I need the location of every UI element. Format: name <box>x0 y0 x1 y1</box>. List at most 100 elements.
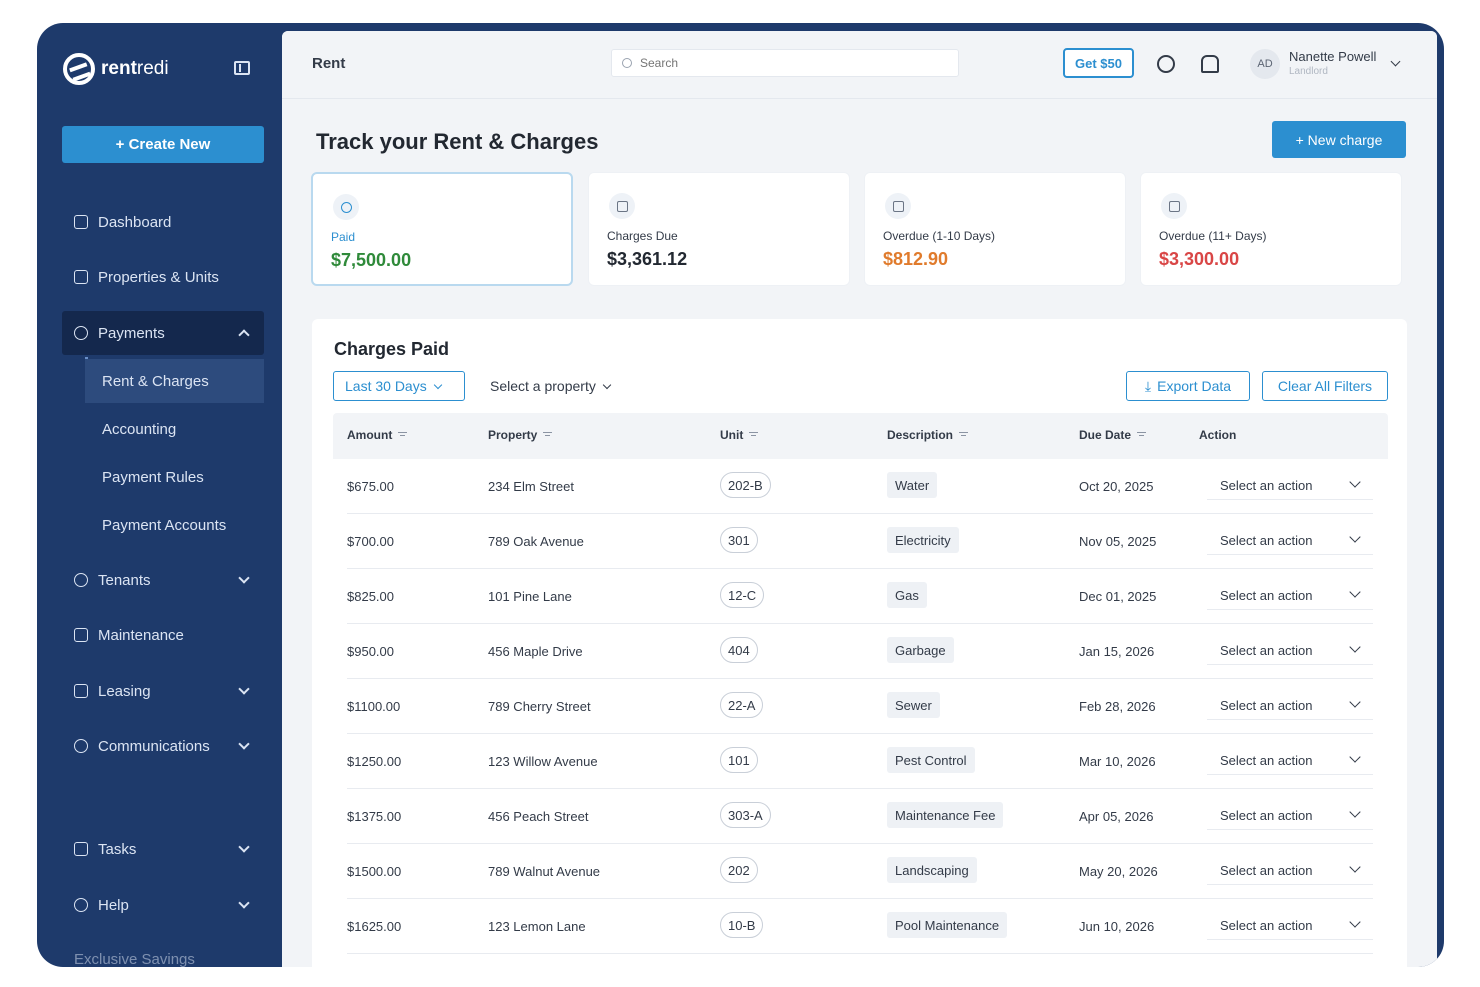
amount-cell: $825.00 <box>347 589 394 604</box>
sidebar-subitem-rent-charges[interactable]: Rent & Charges <box>85 359 264 403</box>
due-date-cell: Nov 05, 2025 <box>1079 534 1157 549</box>
chevron-down-icon <box>238 683 250 695</box>
column-header-property[interactable]: Property <box>488 428 553 442</box>
action-select[interactable]: Select an action <box>1207 747 1373 775</box>
action-select[interactable]: Select an action <box>1207 527 1373 555</box>
export-data-button[interactable]: ⤓ Export Data <box>1126 371 1250 401</box>
table-row: $950.00 456 Maple Drive 404 Garbage Jan 15, … <box>347 624 1373 679</box>
grid-icon <box>74 215 88 229</box>
column-header-amount[interactable]: Amount <box>347 428 408 442</box>
sidebar-item-label: Payments <box>98 324 165 342</box>
sidebar-item-tasks[interactable]: Tasks <box>62 827 264 871</box>
due-date-cell: May 20, 2026 <box>1079 864 1158 879</box>
sidebar-item-label: Leasing <box>98 682 151 700</box>
sidebar-item-tenants[interactable]: Tenants <box>62 558 264 602</box>
sidebar-item-label: Properties & Units <box>98 268 219 286</box>
sidebar-item-communications[interactable]: Communications <box>62 724 264 768</box>
action-select-label: Select an action <box>1220 588 1313 603</box>
column-header-due-date[interactable]: Due Date <box>1079 428 1147 442</box>
filter-icon[interactable] <box>959 431 969 439</box>
dollar-icon <box>74 326 88 340</box>
checkbox-icon <box>74 842 88 856</box>
chevron-down-icon <box>602 380 612 389</box>
description-pill: Gas <box>887 582 927 608</box>
logo[interactable]: rentredi <box>63 53 169 85</box>
unit-pill: 404 <box>720 637 758 663</box>
sidebar-subitem-payment-accounts[interactable]: Payment Accounts <box>102 516 227 534</box>
sidebar-item-payments[interactable]: Payments <box>62 311 264 355</box>
help-circle-icon[interactable] <box>1157 55 1175 73</box>
filter-icon[interactable] <box>398 431 408 439</box>
stat-label: Overdue (11+ Days) <box>1159 229 1267 243</box>
main-content: Rent Get $50 AD Nanette Powell Landlord … <box>282 31 1437 967</box>
table-row: $1100.00 789 Cherry Street 22-A Sewer Feb 28… <box>347 679 1373 734</box>
sidebar-item-dashboard[interactable]: Dashboard <box>62 200 264 244</box>
action-select[interactable]: Select an action <box>1207 857 1373 885</box>
description-pill: Water <box>887 472 938 498</box>
chevron-down-icon <box>433 380 442 389</box>
sidebar-item-help[interactable]: Help <box>62 883 264 927</box>
description-pill: Maintenance Fee <box>887 802 1004 828</box>
sidebar-item-leasing[interactable]: Leasing <box>62 669 264 713</box>
description-pill: Electricity <box>887 527 959 553</box>
action-select[interactable]: Select an action <box>1207 637 1373 665</box>
stat-card-charges-due[interactable]: Charges Due $3,361.12 <box>588 172 850 286</box>
column-header-action: Action <box>1199 428 1237 442</box>
column-header-description[interactable]: Description <box>887 428 969 442</box>
unit-pill: 10-B <box>720 912 764 938</box>
stat-card-overdue-short[interactable]: Overdue (1-10 Days) $812.90 <box>864 172 1126 286</box>
column-header-unit[interactable]: Unit <box>720 428 759 442</box>
action-select[interactable]: Select an action <box>1207 802 1373 830</box>
sidebar-item-label: Communications <box>98 737 210 755</box>
stat-card-overdue-long[interactable]: Overdue (11+ Days) $3,300.00 <box>1140 172 1402 286</box>
property-cell: 789 Cherry Street <box>488 699 591 714</box>
sidebar-item-properties[interactable]: Properties & Units <box>62 255 264 299</box>
create-new-button[interactable]: + Create New <box>62 126 264 163</box>
export-label: Export Data <box>1157 378 1232 394</box>
amount-cell: $675.00 <box>347 479 394 494</box>
sidebar-item-cutoff[interactable]: Exclusive Savings <box>74 951 195 967</box>
action-select[interactable]: Select an action <box>1207 912 1373 940</box>
action-select[interactable]: Select an action <box>1207 472 1373 500</box>
property-cell: 789 Walnut Avenue <box>488 864 601 879</box>
document-icon <box>74 684 88 698</box>
property-cell: 234 Elm Street <box>488 479 574 494</box>
sidebar-subitem-payment-rules[interactable]: Payment Rules <box>102 468 204 486</box>
charges-table-card: Charges Paid Last 30 Days Select a prope… <box>312 319 1407 967</box>
sidebar-collapse-icon[interactable] <box>234 61 250 75</box>
stat-value: $812.90 <box>883 249 949 269</box>
user-name[interactable]: Nanette Powell <box>1289 49 1377 64</box>
action-select-label: Select an action <box>1220 478 1313 493</box>
filter-icon[interactable] <box>1137 431 1147 439</box>
chevron-down-icon[interactable] <box>1390 56 1401 67</box>
action-select[interactable]: Select an action <box>1207 582 1373 610</box>
property-filter-dropdown[interactable]: Select a property <box>490 371 612 401</box>
stat-card-paid[interactable]: Paid $7,500.00 <box>311 172 573 286</box>
clear-filters-button[interactable]: Clear All Filters <box>1262 371 1388 401</box>
search-input[interactable] <box>640 56 940 70</box>
description-pill: Pool Maintenance <box>887 912 1008 938</box>
amount-cell: $1375.00 <box>347 809 402 824</box>
chevron-down-icon <box>1349 806 1361 818</box>
sidebar-subitem-accounting[interactable]: Accounting <box>102 420 177 438</box>
avatar[interactable]: AD <box>1250 49 1280 79</box>
bell-icon[interactable] <box>1201 55 1219 73</box>
get-50-button[interactable]: Get $50 <box>1063 48 1134 78</box>
due-date-cell: Feb 28, 2026 <box>1079 699 1156 714</box>
chevron-down-icon <box>1349 476 1361 488</box>
stat-label: Paid <box>331 230 356 244</box>
sidebar-item-label: Tenants <box>98 571 151 589</box>
date-filter-dropdown[interactable]: Last 30 Days <box>333 371 465 401</box>
dollar-icon <box>333 194 359 220</box>
filter-icon[interactable] <box>749 431 759 439</box>
breadcrumb: Rent <box>312 55 346 72</box>
sidebar-item-maintenance[interactable]: Maintenance <box>62 613 264 657</box>
table-row: $675.00 234 Elm Street 202-B Water Oct 20, 2… <box>347 459 1373 514</box>
action-select[interactable]: Select an action <box>1207 692 1373 720</box>
amount-cell: $950.00 <box>347 644 394 659</box>
new-charge-button[interactable]: + New charge <box>1272 121 1406 158</box>
action-select-label: Select an action <box>1220 753 1313 768</box>
chevron-down-icon <box>1349 531 1361 543</box>
search-box[interactable] <box>611 49 959 77</box>
filter-icon[interactable] <box>543 431 553 439</box>
